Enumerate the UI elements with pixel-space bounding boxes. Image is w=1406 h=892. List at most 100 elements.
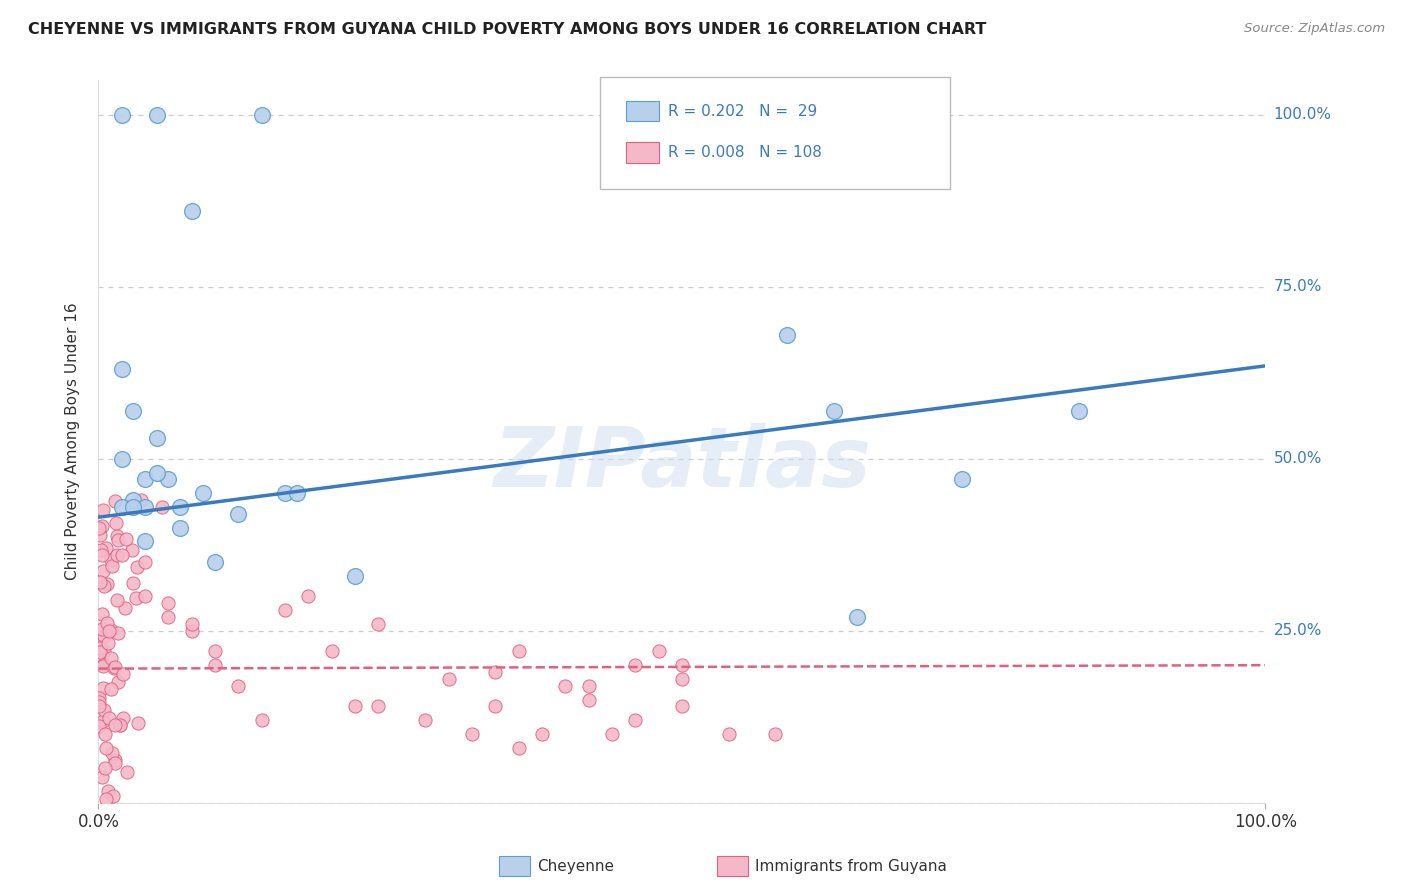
Point (344, 568, 367, 582)
Point (600, 727, 623, 741)
Point (367, 699, 389, 714)
Point (150, 500, 173, 514)
Point (157, 596, 180, 610)
Point (107, 626, 129, 640)
Point (91, 607, 114, 622)
Point (578, 679, 600, 693)
Point (90, 770, 112, 784)
Point (93, 564, 115, 578)
Point (101, 789, 124, 804)
Point (104, 718, 127, 732)
Point (823, 403, 845, 417)
Text: ZIPatlas: ZIPatlas (494, 423, 870, 504)
Point (624, 658, 647, 673)
Point (228, 679, 250, 693)
Point (94, 761, 117, 775)
Text: 100.0%: 100.0% (1274, 107, 1331, 122)
Point (91, 503, 114, 517)
Point (122, 403, 145, 417)
Point (717, 727, 740, 741)
Point (111, 362, 134, 376)
Text: R = 0.008   N = 108: R = 0.008 N = 108 (668, 145, 821, 160)
Point (114, 600, 136, 615)
Point (105, 593, 128, 607)
Point (93, 644, 115, 658)
Text: 75.0%: 75.0% (1274, 279, 1322, 294)
Point (89, 521, 111, 535)
Point (204, 555, 226, 569)
Point (97, 636, 120, 650)
Point (111, 108, 134, 122)
Point (129, 493, 152, 508)
Point (104, 494, 127, 508)
Point (97, 624, 120, 638)
Point (107, 533, 129, 547)
Point (94, 727, 117, 741)
Point (91, 714, 114, 728)
Point (107, 675, 129, 690)
Point (127, 559, 149, 574)
Point (93, 703, 115, 717)
Point (115, 532, 138, 546)
Text: Cheyenne: Cheyenne (537, 859, 614, 873)
Point (146, 431, 169, 445)
Point (111, 548, 134, 562)
Point (100, 559, 122, 574)
Point (100, 746, 122, 760)
Point (671, 672, 693, 686)
Point (89, 641, 111, 656)
Point (89, 640, 111, 654)
Point (484, 665, 506, 679)
Point (624, 713, 647, 727)
Text: 50.0%: 50.0% (1274, 451, 1322, 467)
Text: Source: ZipAtlas.com: Source: ZipAtlas.com (1244, 22, 1385, 36)
Point (671, 699, 693, 714)
Point (950, 472, 973, 486)
Text: CHEYENNE VS IMMIGRANTS FROM GUYANA CHILD POVERTY AMONG BOYS UNDER 16 CORRELATION: CHEYENNE VS IMMIGRANTS FROM GUYANA CHILD… (28, 22, 987, 37)
Point (169, 500, 191, 514)
Point (96, 577, 118, 591)
Point (763, 727, 786, 741)
Point (122, 493, 145, 508)
Point (103, 660, 125, 674)
FancyBboxPatch shape (600, 77, 950, 189)
Point (134, 555, 156, 569)
Point (134, 534, 156, 549)
Point (180, 204, 202, 219)
Point (94, 741, 117, 756)
Point (96, 616, 118, 631)
Point (100, 650, 122, 665)
Point (228, 507, 250, 521)
Point (104, 756, 127, 770)
Point (121, 543, 143, 558)
Point (180, 616, 202, 631)
Point (105, 529, 128, 543)
Point (108, 717, 131, 731)
Point (115, 765, 138, 780)
Point (508, 644, 530, 658)
Point (461, 727, 484, 741)
Point (134, 472, 156, 486)
Point (554, 679, 576, 693)
Point (508, 740, 530, 755)
Text: 25.0%: 25.0% (1274, 624, 1322, 639)
Point (530, 727, 553, 741)
Point (91, 519, 114, 533)
Point (111, 711, 134, 725)
Point (367, 616, 389, 631)
Point (89, 691, 111, 706)
Point (846, 610, 869, 624)
Point (93, 657, 115, 671)
Point (169, 520, 191, 534)
Point (647, 644, 669, 658)
Point (90, 623, 112, 637)
Point (93, 629, 115, 643)
Point (89, 574, 111, 589)
Point (125, 591, 148, 605)
Point (297, 590, 319, 604)
Point (108, 717, 131, 731)
Point (93, 579, 115, 593)
Point (104, 659, 127, 673)
Point (89, 528, 111, 542)
Point (122, 500, 145, 514)
